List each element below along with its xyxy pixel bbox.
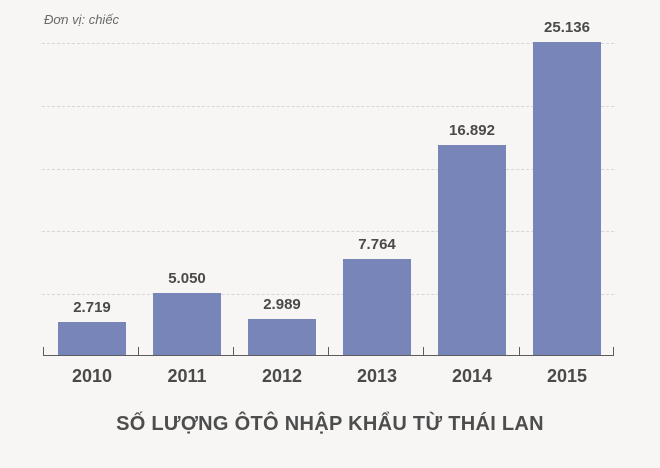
x-axis-tick	[138, 347, 139, 355]
x-axis-tick	[519, 347, 520, 355]
gridline	[42, 106, 614, 107]
value-label-2012: 2.989	[263, 296, 301, 313]
value-label-2010: 2.719	[73, 299, 111, 316]
value-label-2014: 16.892	[449, 122, 495, 139]
bar-2015	[533, 42, 601, 355]
chart-title: SỐ LƯỢNG ÔTÔ NHẬP KHẨU TỪ THÁI LAN	[116, 413, 544, 435]
x-axis-tick	[233, 347, 234, 355]
bar-2012	[248, 319, 316, 355]
value-label-2013: 7.764	[358, 236, 396, 253]
x-axis-tick	[613, 347, 614, 355]
bar-2011	[153, 293, 221, 355]
x-axis-tick	[328, 347, 329, 355]
x-tick-label-2015: 2015	[546, 366, 588, 386]
gridline	[42, 169, 614, 170]
bar-2014	[438, 145, 506, 355]
gridline	[42, 294, 614, 295]
value-label-2015: 25.136	[544, 19, 590, 36]
bar-2013	[343, 259, 411, 355]
x-axis-tick	[43, 347, 44, 355]
gridline	[42, 231, 614, 232]
x-axis-line	[43, 355, 614, 356]
x-tick-label-2010: 2010	[71, 366, 113, 386]
x-tick-label-2013: 2013	[356, 366, 398, 386]
x-tick-label-2014: 2014	[451, 366, 493, 386]
bar-2010	[58, 322, 126, 355]
x-tick-label-2011: 2011	[167, 366, 207, 386]
unit-label: Đơn vị: chiếc	[44, 12, 120, 27]
x-axis-tick	[423, 347, 424, 355]
gridline	[42, 43, 614, 44]
x-tick-label-2012: 2012	[261, 366, 303, 386]
value-label-2011: 5.050	[168, 270, 206, 287]
